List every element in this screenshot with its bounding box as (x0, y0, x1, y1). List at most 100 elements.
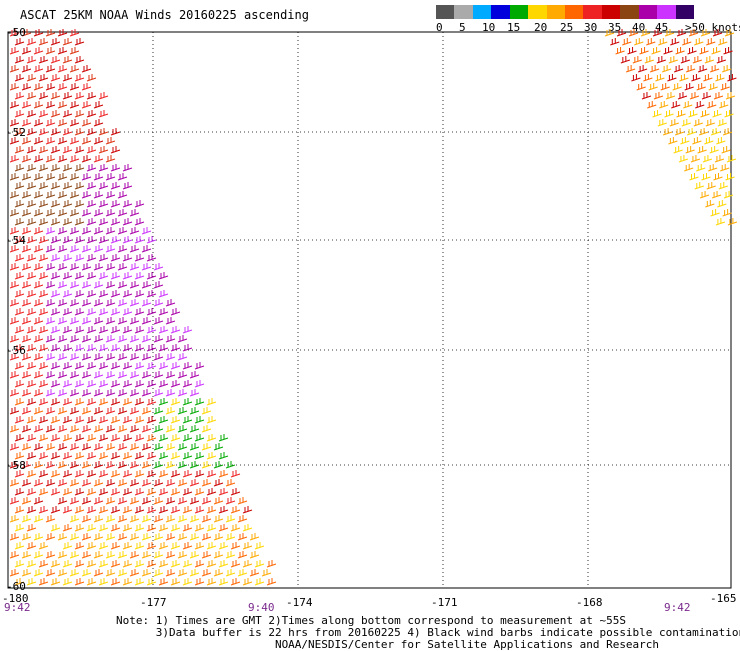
wind-barb (122, 326, 133, 334)
wind-barb (170, 488, 181, 496)
wind-barb (670, 38, 680, 46)
wind-barb (165, 407, 176, 415)
wind-barb (69, 533, 80, 541)
wind-barb (129, 461, 140, 469)
wind-barb (45, 47, 56, 55)
wind-barb (134, 416, 145, 424)
wind-barb (644, 56, 655, 64)
wind-barb (50, 452, 61, 460)
wind-barb (33, 119, 44, 127)
wind-barb (122, 308, 133, 316)
wind-barb (153, 335, 164, 343)
wind-barb (141, 371, 152, 379)
wind-barb (33, 353, 44, 361)
wind-barb (105, 335, 116, 343)
wind-barb (74, 470, 85, 478)
wind-barb (33, 515, 44, 523)
wind-barb (105, 371, 116, 379)
wind-barb (93, 407, 104, 415)
wind-barb (110, 416, 121, 424)
wind-barb (74, 74, 85, 82)
wind-barb (86, 74, 97, 82)
wind-barb (201, 461, 212, 469)
wind-barb (26, 272, 37, 280)
wind-barb (57, 461, 68, 469)
wind-barb (153, 299, 164, 307)
wind-barb (713, 173, 723, 181)
wind-barb (62, 488, 73, 496)
wind-barb (9, 83, 20, 91)
wind-barb (50, 362, 61, 370)
wind-barb (105, 533, 116, 541)
wind-barb (631, 74, 641, 82)
wind-barb (74, 92, 85, 100)
wind-barb (714, 155, 725, 163)
wind-barb (93, 263, 104, 271)
wind-barb (201, 407, 212, 415)
wind-barb (134, 308, 145, 316)
wind-barb (50, 416, 61, 424)
wind-barb (129, 209, 140, 217)
wind-barb (45, 551, 56, 559)
wind-barb (86, 326, 97, 334)
legend-tick: 40 (632, 21, 646, 34)
wind-barb (98, 146, 109, 154)
wind-barb (671, 101, 681, 109)
wind-barb (45, 353, 56, 361)
wind-barb (652, 110, 662, 118)
wind-barb (57, 191, 68, 199)
wind-barb (14, 452, 25, 460)
wind-barb (158, 308, 169, 316)
wind-barb (699, 47, 709, 55)
wind-barb (230, 470, 241, 478)
legend-swatch (657, 5, 677, 19)
wind-barb (146, 380, 157, 388)
wind-barb (81, 101, 92, 109)
wind-barb (677, 92, 688, 100)
wind-barb (45, 83, 56, 91)
wind-barb (21, 425, 32, 433)
wind-barb (93, 155, 104, 163)
wind-barb (21, 119, 32, 127)
wind-barb (694, 38, 704, 46)
wind-barb (141, 533, 152, 541)
wind-barb (57, 425, 68, 433)
wind-barb (21, 371, 32, 379)
wind-barb (122, 560, 133, 568)
wind-barb (213, 515, 224, 523)
wind-barb (81, 155, 92, 163)
wind-barb (9, 335, 20, 343)
wind-barb (691, 74, 701, 82)
wind-barb (134, 398, 145, 406)
footnotes: Note: 1) Times are GMT 2)Times along bot… (116, 615, 740, 651)
wind-barb (153, 461, 164, 469)
wind-barb (117, 191, 128, 199)
wind-barb (153, 263, 164, 271)
wind-barb (702, 155, 713, 163)
wind-barb (26, 38, 37, 46)
wind-barb (38, 146, 49, 154)
wind-barb (110, 362, 121, 370)
wind-barb (110, 542, 121, 550)
wind-barb (637, 65, 648, 73)
wind-barb (117, 353, 128, 361)
wind-barb (62, 146, 73, 154)
wind-barb (86, 488, 97, 496)
wind-barb (45, 569, 56, 577)
wind-barb (718, 38, 728, 46)
wind-barb (636, 83, 646, 91)
wind-barb (38, 236, 49, 244)
wind-barb (647, 101, 657, 109)
wind-barb (165, 497, 176, 505)
wind-barb (720, 164, 730, 172)
wind-barb (81, 245, 92, 253)
wind-barb (153, 389, 164, 397)
note-line: NOAA/NESDIS/Center for Satellite Applica… (116, 638, 660, 651)
lon-label: -177 (140, 596, 167, 609)
wind-barb (38, 452, 49, 460)
wind-barb (74, 578, 85, 586)
wind-barb (33, 155, 44, 163)
wind-barb (45, 245, 56, 253)
wind-barb (21, 569, 32, 577)
wind-barb (74, 434, 85, 442)
